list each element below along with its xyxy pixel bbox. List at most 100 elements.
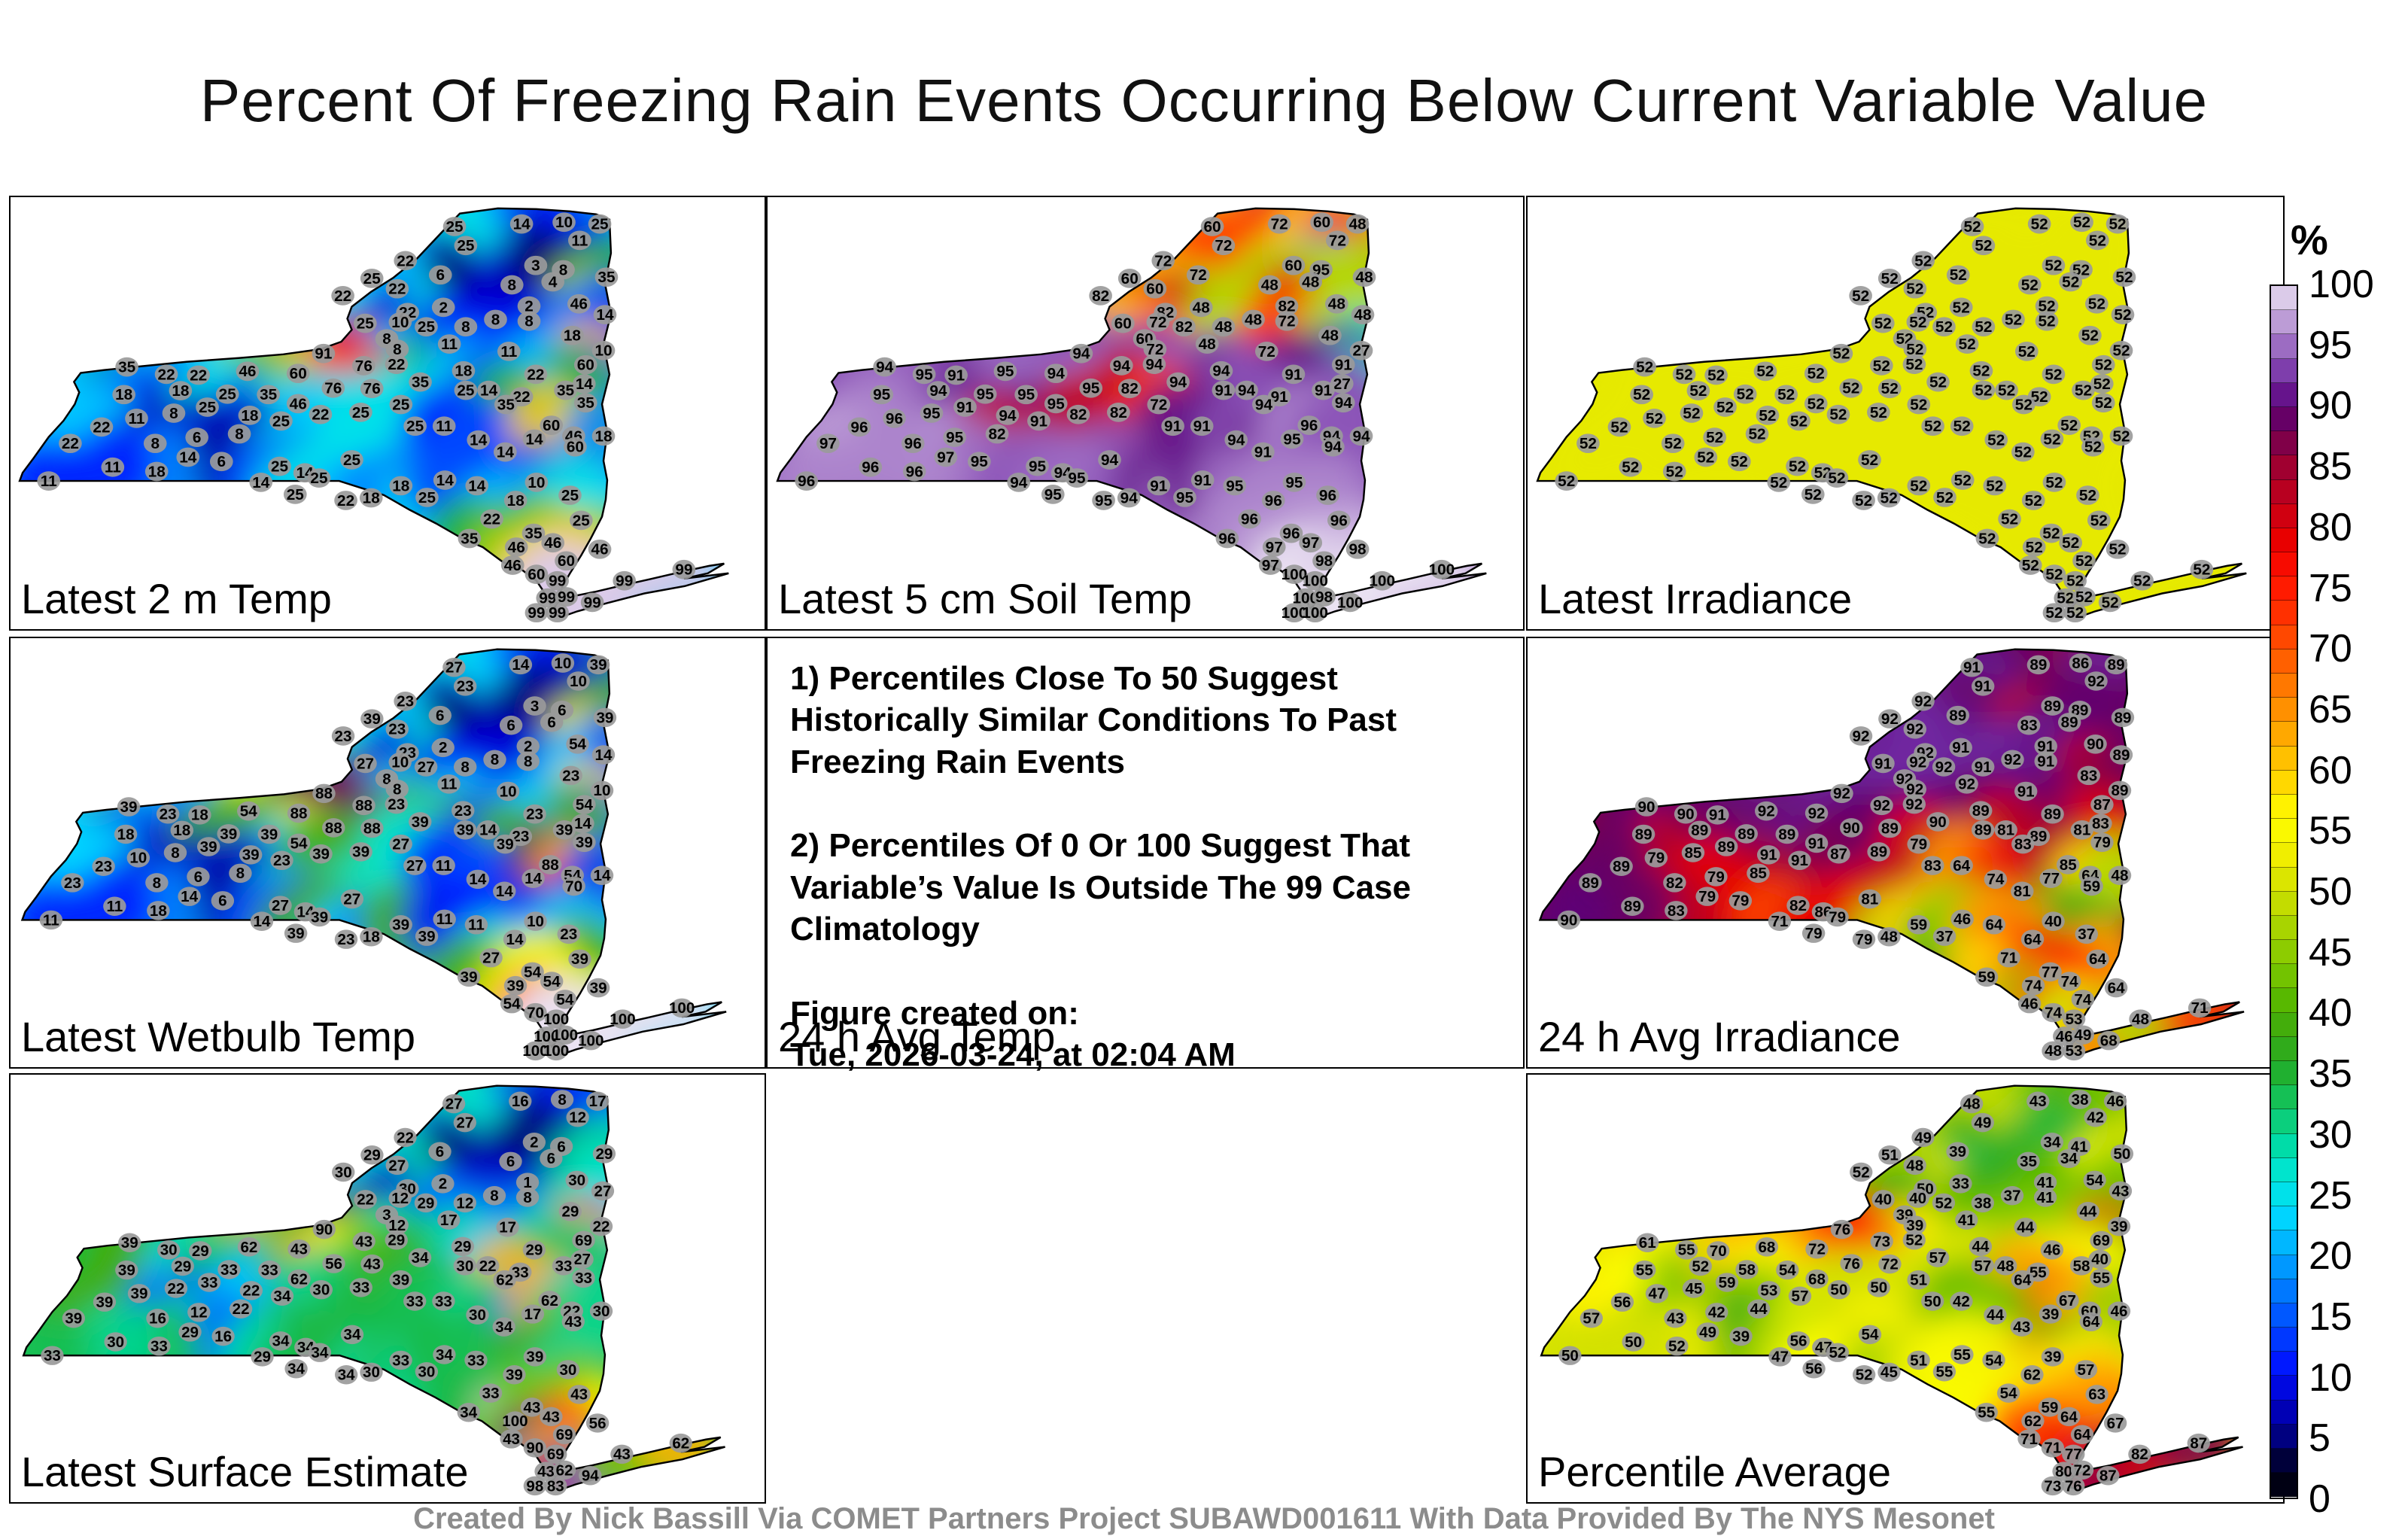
station-marker [1933, 488, 1956, 507]
station-marker [2078, 325, 2102, 345]
station-value: 35 [524, 525, 542, 542]
station-value: 29 [561, 1203, 579, 1221]
station-value: 52 [2066, 604, 2084, 622]
station-marker [1871, 1190, 1895, 1209]
station-value: 23 [335, 728, 352, 745]
station-value: 25 [199, 399, 216, 416]
station-value: 90 [526, 1440, 543, 1457]
station-marker [1352, 267, 1376, 287]
station-marker [1946, 265, 1970, 285]
station-value: 52 [2018, 343, 2036, 360]
station-value: 14 [468, 477, 486, 494]
station-value: 44 [2017, 1219, 2034, 1236]
station-marker [154, 364, 178, 385]
station-value: 43 [524, 1399, 541, 1416]
station-value: 14 [496, 883, 513, 900]
station-marker [1644, 848, 1668, 868]
station-value: 64 [2014, 1271, 2031, 1288]
station-marker [1258, 555, 1282, 575]
colorbar-segment [2271, 1424, 2297, 1449]
station-value: 89 [1881, 820, 1899, 837]
station-value: 92 [1758, 803, 1775, 820]
station-value: 23 [457, 678, 474, 695]
station-marker [268, 456, 291, 476]
station-marker [1695, 887, 1719, 906]
station-marker [453, 757, 477, 777]
station-marker [117, 797, 141, 817]
station-value: 89 [1691, 822, 1708, 839]
station-value: 40 [1874, 1191, 1892, 1209]
station-marker [993, 361, 1017, 382]
station-marker [2107, 1301, 2131, 1321]
station-marker [1975, 1402, 1998, 1422]
station-value: 52 [2114, 306, 2131, 324]
station-value: 91 [1760, 847, 1777, 864]
station-value: 52 [2109, 216, 2126, 233]
station-value: 14 [436, 472, 455, 489]
station-value: 23 [512, 828, 529, 845]
station-value: 8 [150, 435, 160, 452]
station-marker [1557, 910, 1581, 930]
colorbar-segment [2271, 1182, 2297, 1207]
station-value: 96 [1265, 492, 1282, 509]
station-marker [196, 837, 220, 856]
station-value: 92 [1906, 721, 1923, 738]
station-value: 54 [290, 835, 308, 852]
colorbar-tick-55: 55 [2309, 809, 2352, 853]
station-value: 43 [2112, 1182, 2130, 1200]
station-marker [611, 1009, 634, 1029]
station-marker [517, 311, 541, 331]
station-value: 52 [1975, 237, 1992, 254]
station-marker [2107, 1216, 2131, 1236]
station-marker [1661, 433, 1685, 454]
station-marker [795, 471, 819, 491]
station-marker [101, 457, 125, 477]
station-marker [360, 818, 384, 838]
colorbar-segment [2271, 552, 2297, 577]
station-value: 89 [1624, 898, 1641, 915]
station-marker [1252, 394, 1275, 415]
station-value: 60 [543, 417, 560, 434]
station-marker [573, 795, 596, 814]
station-value: 14 [525, 430, 543, 448]
station-marker [476, 820, 500, 840]
station-value: 89 [1582, 874, 1599, 892]
station-value: 48 [1997, 1258, 2014, 1275]
station-value: 11 [500, 343, 517, 360]
station-marker [437, 774, 461, 794]
colorbar-segment [2271, 722, 2297, 747]
station-marker [2017, 715, 2041, 735]
station-marker [2091, 393, 2115, 413]
station-value: 52 [2045, 257, 2062, 275]
station-marker [535, 1027, 558, 1046]
station-value: 44 [1987, 1306, 2004, 1324]
station-value: 69 [575, 1232, 592, 1249]
station-marker [1254, 342, 1278, 361]
station-value: 52 [1855, 492, 1872, 509]
station-marker [2002, 309, 2025, 330]
station-value: 50 [1870, 1279, 1887, 1297]
station-marker [540, 972, 564, 991]
station-value: 91 [1150, 477, 1167, 494]
station-value: 94 [999, 407, 1017, 424]
station-marker [2011, 834, 2035, 854]
station-value: 52 [1986, 477, 2003, 494]
station-value: 42 [1953, 1293, 1970, 1310]
station-marker [1870, 795, 1893, 816]
station-value: 52 [1633, 386, 1650, 403]
station-value: 3 [531, 257, 540, 275]
station-value: 64 [2108, 979, 2125, 996]
colorbar-segment [2271, 1036, 2297, 1061]
station-value: 74 [1987, 871, 2004, 888]
station-value: 95 [1044, 486, 1062, 503]
station-value: 52 [1853, 1163, 1870, 1181]
station-value: 50 [1924, 1293, 1941, 1310]
station-value: 72 [1154, 252, 1172, 269]
station-marker [287, 833, 311, 853]
station-marker [2011, 1270, 2034, 1290]
station-value: 60 [290, 365, 307, 382]
station-value: 92 [1833, 785, 1850, 802]
station-marker [454, 317, 478, 337]
station-value: 2 [530, 1134, 538, 1151]
